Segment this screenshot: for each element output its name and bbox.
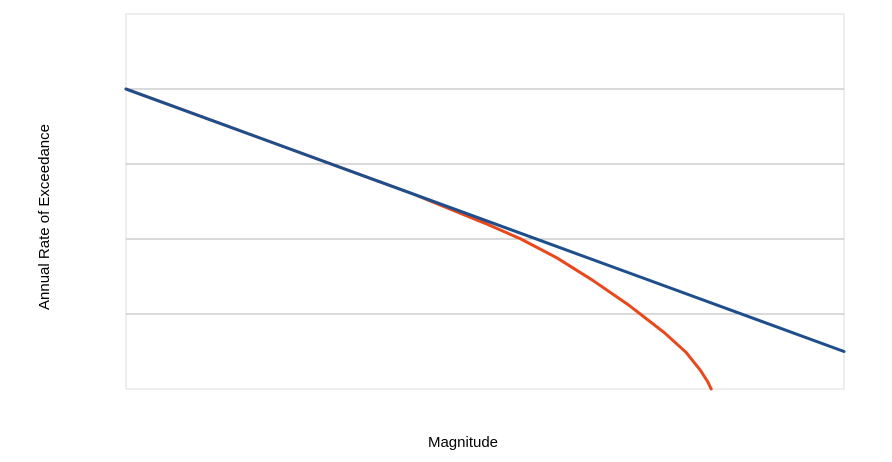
y-axis-label: Annual Rate of Exceedance: [36, 124, 53, 310]
series-layer: [124, 87, 846, 391]
gridlines: [126, 88, 844, 315]
series-line-1: [124, 87, 846, 353]
x-axis-label: Magnitude: [428, 434, 498, 451]
plot-area: [125, 13, 845, 390]
